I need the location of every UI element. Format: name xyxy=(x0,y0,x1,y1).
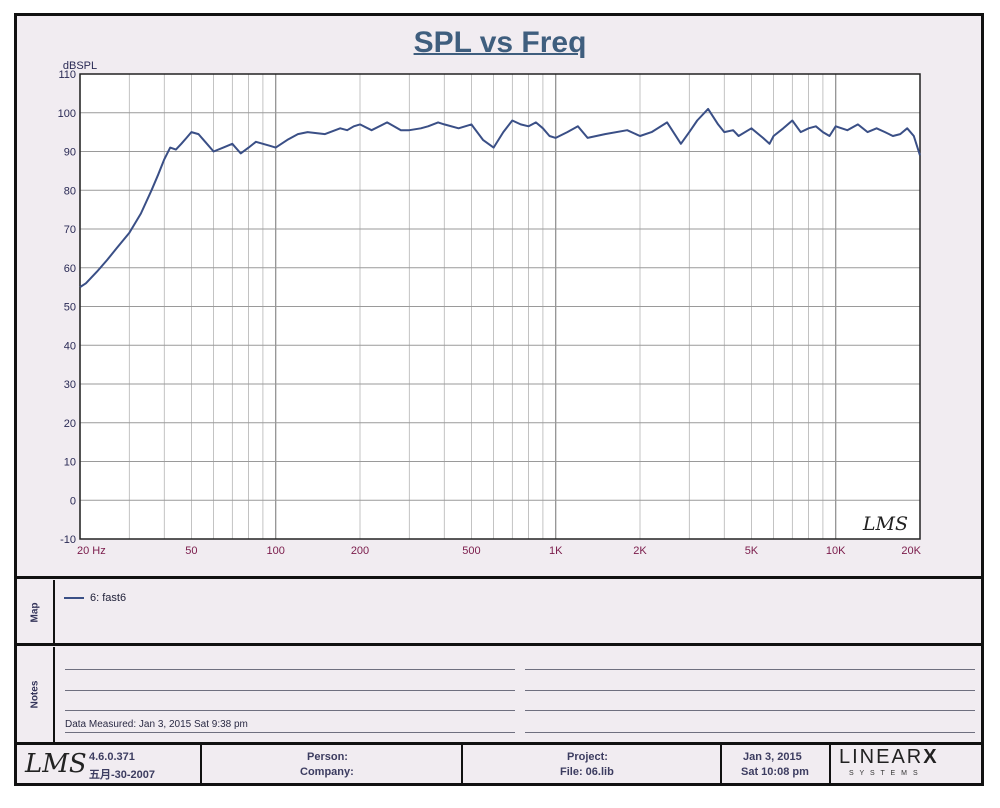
linearx-logo: LINEARX xyxy=(839,746,939,784)
x-tick-label: 200 xyxy=(351,545,369,557)
footer: LMS 4.6.0.371 五月-30-2007 Person: Company… xyxy=(17,745,981,783)
y-tick-label: 30 xyxy=(64,379,76,391)
legend-item: 6: fast6 xyxy=(64,592,126,604)
note-line xyxy=(525,732,975,733)
note-line xyxy=(525,690,975,691)
plot-border xyxy=(79,73,921,540)
y-tick-label: 0 xyxy=(70,495,76,507)
project-label: Project: xyxy=(567,751,608,763)
x-tick-label: 100 xyxy=(267,545,285,557)
spl-chart: -10 0 10 20 30 40 50 60 70 80 90 100 110 20 Hz 50 100 20… xyxy=(58,60,922,557)
time-text: Sat 10:08 pm xyxy=(741,766,809,778)
x-tick-label: 500 xyxy=(462,545,480,557)
panel-divider xyxy=(14,643,984,646)
company-label: Company: xyxy=(300,766,354,778)
footer-divider xyxy=(829,745,831,783)
y-tick-label: 60 xyxy=(64,263,76,275)
linearx-logo-main: LINEAR xyxy=(839,746,924,768)
note-line xyxy=(65,690,515,691)
legend-series-name: 6: fast6 xyxy=(90,592,127,604)
y-tick-label: 100 xyxy=(58,108,76,120)
person-label: Person: xyxy=(307,751,348,763)
x-tick-label: 1K xyxy=(549,545,563,557)
label-divider xyxy=(53,580,55,644)
y-tick-label: 90 xyxy=(64,147,76,159)
y-tick-label: 40 xyxy=(64,340,76,352)
y-tick-label: 20 xyxy=(64,418,76,430)
y-tick-label: 110 xyxy=(58,69,76,81)
file-label: File: 06.lib xyxy=(560,766,614,778)
panel-divider xyxy=(14,742,984,745)
panel-divider xyxy=(14,576,984,579)
x-tick-label: 5K xyxy=(745,545,759,557)
date-text: Jan 3, 2015 xyxy=(743,751,802,763)
x-tick-label: 50 xyxy=(185,545,197,557)
linearx-systems-text: S Y S T E M S xyxy=(849,770,920,777)
legend-line-swatch xyxy=(64,597,84,599)
lms-logo: LMS xyxy=(25,749,87,779)
y-tick-label: 70 xyxy=(64,224,76,236)
y-tick-label: 50 xyxy=(64,302,76,314)
x-tick-label: 10K xyxy=(826,545,846,557)
note-line xyxy=(525,669,975,670)
y-tick-label: -10 xyxy=(60,534,76,546)
label-divider xyxy=(53,647,55,742)
footer-divider xyxy=(200,745,202,783)
x-tick-label: 20K xyxy=(901,545,921,557)
note-line xyxy=(525,710,975,711)
y-axis-label: dBSPL xyxy=(63,60,97,72)
footer-divider xyxy=(461,745,463,783)
series-line xyxy=(79,107,921,288)
x-tick-label: 20 Hz xyxy=(77,545,106,557)
notes-label: Notes xyxy=(29,680,41,709)
note-line xyxy=(65,732,515,733)
footer-divider xyxy=(720,745,722,783)
version-text: 4.6.0.371 xyxy=(89,751,135,763)
linearx-logo-x: X xyxy=(923,746,939,768)
x-tick-label: 2K xyxy=(633,545,647,557)
y-tick-label: 10 xyxy=(64,457,76,469)
lms-watermark: LMS xyxy=(862,513,908,535)
y-tick-label: 80 xyxy=(64,185,76,197)
map-label: Map xyxy=(29,602,41,622)
data-measured-text: Data Measured: Jan 3, 2015 Sat 9:38 pm xyxy=(65,719,248,730)
chart-title: SPL vs Freq xyxy=(413,26,587,59)
note-line xyxy=(65,710,515,711)
build-date-text: 五月-30-2007 xyxy=(89,769,156,781)
note-line xyxy=(65,669,515,670)
